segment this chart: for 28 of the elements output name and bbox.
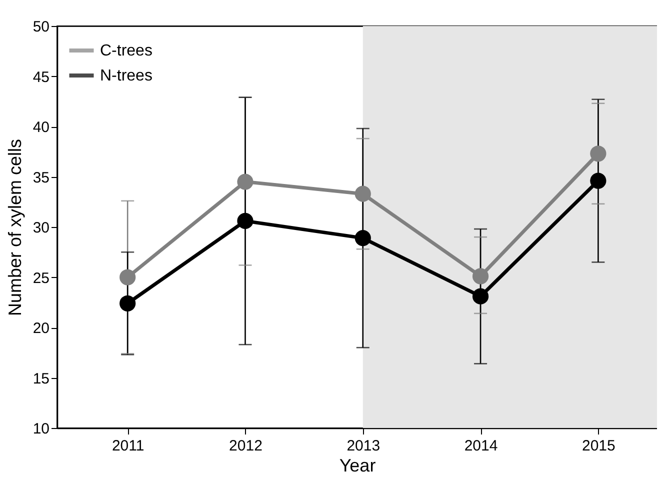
legend-label: N-trees bbox=[100, 68, 152, 84]
point bbox=[354, 186, 371, 202]
point bbox=[354, 230, 371, 246]
y-tick-label: 25 bbox=[32, 270, 50, 287]
y-axis-title: Number of xylem cells bbox=[4, 138, 25, 316]
y-tick-label: 45 bbox=[32, 68, 50, 86]
y-tick-label: 20 bbox=[32, 320, 50, 337]
x-axis-title: Year bbox=[339, 456, 376, 476]
point bbox=[590, 172, 606, 189]
y-tick-label: 15 bbox=[32, 370, 50, 388]
point bbox=[237, 174, 254, 190]
legend-label: C-trees bbox=[100, 42, 152, 60]
y-tick-label: 10 bbox=[32, 420, 50, 438]
x-tick-label: 2012 bbox=[229, 438, 262, 454]
point bbox=[237, 212, 254, 230]
point bbox=[472, 268, 489, 284]
x-tick-label: 2013 bbox=[346, 438, 380, 454]
y-tick-label: 35 bbox=[32, 169, 50, 186]
point bbox=[472, 288, 489, 304]
x-tick-label: 2011 bbox=[112, 438, 144, 454]
point bbox=[590, 146, 606, 162]
point bbox=[120, 269, 136, 286]
point bbox=[120, 295, 136, 312]
y-tick-label: 50 bbox=[32, 18, 50, 36]
y-tick-label: 30 bbox=[32, 220, 50, 236]
x-tick-label: 2014 bbox=[464, 438, 498, 454]
y-tick-label: 40 bbox=[32, 119, 50, 136]
x-tick-label: 2015 bbox=[582, 438, 616, 454]
